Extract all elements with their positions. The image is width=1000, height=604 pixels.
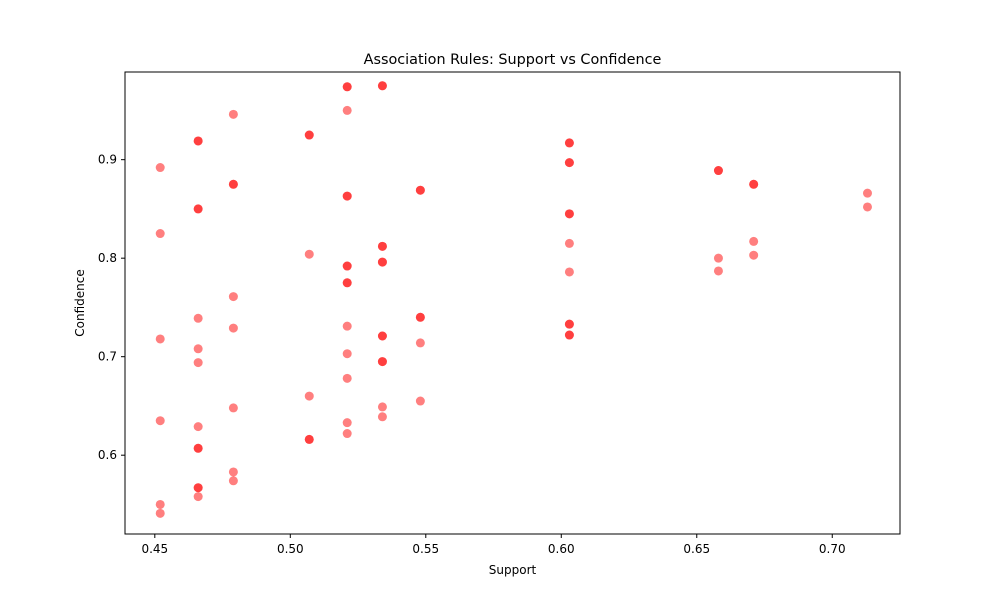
data-point — [749, 236, 759, 246]
x-tick-label: 0.65 — [683, 542, 710, 556]
data-point — [564, 158, 574, 168]
data-point — [377, 357, 387, 367]
data-point — [342, 418, 352, 428]
x-tick-label: 0.50 — [277, 542, 304, 556]
data-point — [713, 166, 723, 176]
data-point — [228, 109, 238, 119]
data-point — [377, 241, 387, 251]
data-point — [564, 138, 574, 148]
data-point — [342, 349, 352, 359]
data-point — [193, 358, 203, 368]
data-point — [749, 179, 759, 189]
data-point — [304, 391, 314, 401]
data-point — [155, 229, 165, 239]
data-point — [342, 429, 352, 439]
data-point — [342, 105, 352, 115]
data-point — [228, 403, 238, 413]
data-point — [193, 344, 203, 354]
data-point — [862, 202, 872, 212]
y-axis-label: Confidence — [73, 269, 87, 336]
data-point — [193, 492, 203, 502]
y-tick-label: 0.7 — [98, 350, 117, 364]
x-tick-label: 0.70 — [819, 542, 846, 556]
points-layer — [155, 81, 872, 518]
x-tick-label: 0.60 — [548, 542, 575, 556]
data-point — [193, 136, 203, 146]
data-point — [193, 483, 203, 493]
data-point — [564, 209, 574, 219]
data-point — [377, 81, 387, 91]
data-point — [228, 323, 238, 333]
data-point — [564, 238, 574, 248]
data-point — [193, 204, 203, 214]
data-point — [415, 396, 425, 406]
data-point — [155, 416, 165, 426]
data-point — [228, 292, 238, 302]
y-tick-label: 0.9 — [98, 153, 117, 167]
data-point — [193, 313, 203, 323]
axes-frame — [124, 71, 901, 535]
data-point — [193, 422, 203, 432]
y-tick-label: 0.6 — [98, 448, 117, 462]
data-point — [415, 312, 425, 322]
data-point — [749, 250, 759, 260]
x-tick-label: 0.45 — [141, 542, 168, 556]
data-point — [342, 261, 352, 271]
data-point — [342, 373, 352, 383]
data-point — [228, 467, 238, 477]
data-point — [304, 434, 314, 444]
data-point — [342, 82, 352, 92]
data-point — [377, 412, 387, 422]
y-tick-label: 0.8 — [98, 251, 117, 265]
data-point — [713, 266, 723, 276]
data-point — [193, 443, 203, 453]
data-point — [228, 179, 238, 189]
x-tick-label: 0.55 — [412, 542, 439, 556]
data-point — [377, 331, 387, 341]
data-point — [155, 499, 165, 509]
data-point — [564, 319, 574, 329]
data-point — [304, 249, 314, 259]
x-axis-ticks: 0.45 0.50 0.55 0.60 0.65 0.70 — [141, 534, 846, 556]
data-point — [862, 188, 872, 198]
data-point — [564, 330, 574, 340]
data-point — [228, 476, 238, 486]
data-point — [377, 257, 387, 267]
data-point — [377, 402, 387, 412]
data-point — [304, 130, 314, 140]
chart-title: Association Rules: Support vs Confidence — [364, 52, 662, 68]
data-point — [342, 278, 352, 288]
data-point — [342, 321, 352, 331]
data-point — [155, 334, 165, 344]
data-point — [713, 253, 723, 263]
data-point — [564, 267, 574, 277]
data-point — [155, 508, 165, 518]
data-point — [415, 338, 425, 348]
data-point — [415, 185, 425, 195]
x-axis-label: Support — [489, 563, 537, 577]
data-point — [155, 163, 165, 173]
data-point — [342, 191, 352, 201]
y-axis-ticks: 0.6 0.7 0.8 0.9 — [98, 153, 125, 462]
